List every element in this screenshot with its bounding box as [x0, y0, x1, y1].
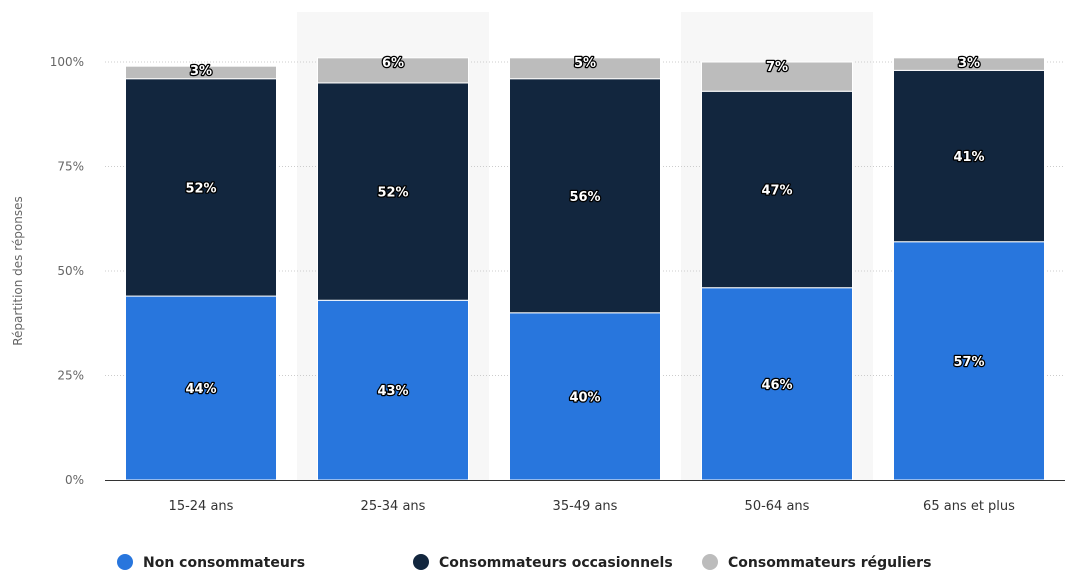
data-label: 47%	[761, 183, 792, 198]
legend-label[interactable]: Consommateurs occasionnels	[439, 555, 673, 571]
bar-segment	[701, 90, 853, 289]
data-label: 3%	[190, 64, 212, 79]
data-label: 46%	[761, 378, 792, 393]
legend-marker	[117, 554, 133, 570]
legend-marker	[413, 554, 429, 570]
x-category-label: 65 ans et plus	[923, 499, 1015, 514]
legend-label[interactable]: Consommateurs réguliers	[728, 555, 931, 571]
y-axis-title: Répartition des réponses	[11, 196, 25, 346]
bar-segment	[701, 61, 853, 92]
bar-segment	[893, 57, 1045, 71]
bar-segment	[893, 241, 1045, 481]
data-label: 52%	[377, 186, 408, 201]
bar-segment	[701, 287, 853, 481]
data-label: 6%	[382, 56, 404, 71]
data-label: 57%	[953, 355, 984, 370]
x-category-label: 50-64 ans	[745, 499, 810, 514]
bar-segment	[893, 69, 1045, 243]
bar-segment	[509, 312, 661, 481]
data-label: 40%	[569, 390, 600, 405]
bar-segment	[509, 78, 661, 314]
axes: 0% 25% 50% 75% 100% 15-24 ans 25-34 ans 35-49 a…	[50, 55, 1065, 514]
data-label: 7%	[766, 60, 788, 75]
bar-segment	[317, 82, 469, 301]
data-label: 56%	[569, 190, 600, 205]
data-label: 43%	[377, 384, 408, 399]
y-tick-label: 25%	[57, 369, 84, 383]
y-tick-label: 0%	[65, 473, 84, 487]
bar-segment	[125, 65, 277, 80]
x-category-label: 35-49 ans	[553, 499, 618, 514]
legend-label[interactable]: Non consommateurs	[143, 555, 305, 571]
y-tick-label: 75%	[57, 160, 84, 174]
data-label: 41%	[953, 150, 984, 165]
x-category-label: 15-24 ans	[169, 499, 234, 514]
legend-marker	[702, 554, 718, 570]
x-category-label: 25-34 ans	[361, 499, 426, 514]
data-label: 44%	[185, 382, 216, 397]
bar-segment	[509, 57, 661, 80]
y-tick-label: 50%	[57, 264, 84, 278]
bars	[125, 57, 1045, 481]
data-label: 5%	[574, 56, 596, 71]
legend: Non consommateurs Consommateurs occasionn…	[117, 554, 931, 571]
data-label: 3%	[958, 56, 980, 71]
data-label: 52%	[185, 181, 216, 196]
data-labels: 44% 52% 3% 43% 52% 6% 40% 56% 5% 46% 47% 7% 57% 41% 3%	[184, 55, 986, 407]
y-tick-label: 100%	[50, 55, 84, 69]
bar-segment	[125, 78, 277, 297]
bar-segment	[317, 57, 469, 84]
